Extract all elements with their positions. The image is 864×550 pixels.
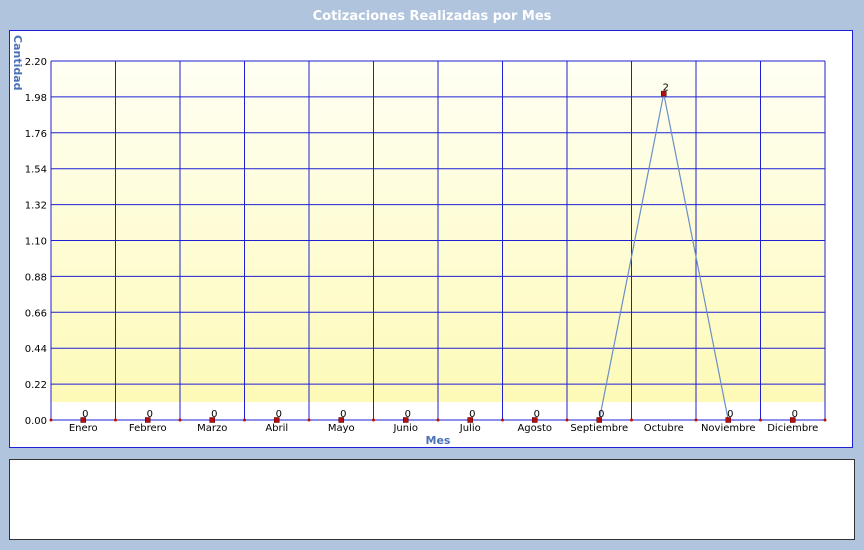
- y-tick-label: 0.22: [25, 380, 47, 391]
- y-tick-label: 1.10: [25, 237, 47, 248]
- data-label: 0: [469, 409, 475, 420]
- x-axis-tick: [307, 418, 311, 422]
- x-axis-tick: [694, 418, 698, 422]
- data-point: [274, 417, 280, 423]
- y-tick-label: 0.00: [25, 416, 47, 427]
- data-point: [467, 417, 473, 423]
- data-point: [532, 417, 538, 423]
- y-tick-label: 0.66: [25, 308, 47, 319]
- grid-lines: [49, 60, 827, 422]
- data-point: [209, 417, 215, 423]
- y-tick-label: 1.32: [25, 201, 47, 212]
- data-label: 0: [147, 409, 153, 420]
- data-point: [790, 417, 796, 423]
- x-axis-tick: [178, 418, 182, 422]
- data-point: [145, 417, 151, 423]
- series-cantidad: [80, 90, 796, 423]
- data-label: 0: [727, 409, 733, 420]
- y-tick-label: 2.20: [25, 57, 47, 68]
- data-point: [80, 417, 86, 423]
- line-chart: 0.00 0.22 0.44 0.66 0.88 1.10 1.32 1.54 1.76 1.98…: [11, 35, 827, 447]
- x-axis-tick: [49, 418, 53, 422]
- x-tick-label: Octubre: [644, 423, 684, 434]
- x-tick-label: Julio: [459, 423, 481, 434]
- data-point: [403, 417, 409, 423]
- x-axis-tick: [372, 418, 375, 422]
- x-tick-label: Enero: [69, 423, 98, 434]
- x-tick-label: Febrero: [129, 423, 167, 434]
- legend-panel: [9, 459, 855, 540]
- y-tick-label: 1.76: [25, 129, 47, 140]
- y-tick-label: 1.98: [25, 93, 47, 104]
- x-tick-label: Agosto: [517, 423, 552, 434]
- data-label: 0: [598, 409, 604, 420]
- data-label: 0: [276, 409, 282, 420]
- data-label: 2: [663, 83, 669, 94]
- data-label: 0: [405, 409, 411, 420]
- x-tick-label: Marzo: [197, 423, 227, 434]
- y-tick-label: 1.54: [25, 165, 47, 176]
- data-label: 0: [340, 409, 346, 420]
- x-axis-tick: [243, 418, 246, 422]
- y-tick-label: 0.44: [25, 344, 47, 355]
- x-axis-tick: [436, 418, 440, 422]
- data-point: [661, 90, 667, 97]
- x-axis-ticks: Enero Febrero Marzo Abril Mayo Junio Julio Agos…: [69, 423, 818, 434]
- data-label: 0: [82, 409, 88, 420]
- y-axis-title: Cantidad: [11, 35, 24, 91]
- chart-title: Cotizaciones Realizadas por Mes: [312, 9, 552, 24]
- x-axis-tick: [114, 418, 117, 422]
- data-label: 0: [211, 409, 217, 420]
- x-tick-label: Junio: [392, 423, 418, 434]
- data-point: [338, 417, 344, 423]
- x-axis-tick: [759, 418, 762, 422]
- data-point: [725, 417, 731, 423]
- x-tick-label: Noviembre: [701, 423, 756, 434]
- x-axis-tick: [565, 418, 569, 422]
- x-tick-label: Septiembre: [570, 423, 628, 434]
- x-axis-title: Mes: [426, 434, 451, 447]
- data-point: [596, 417, 602, 423]
- x-axis-tick: [630, 418, 633, 422]
- chart-panel: 0.00 0.22 0.44 0.66 0.88 1.10 1.32 1.54 1.76 1.98…: [9, 30, 853, 448]
- data-label: 0: [534, 409, 540, 420]
- x-tick-label: Mayo: [328, 423, 355, 434]
- y-tick-label: 0.88: [25, 272, 47, 283]
- y-axis-ticks: 0.00 0.22 0.44 0.66 0.88 1.10 1.32 1.54 1.76 1.98…: [25, 57, 47, 427]
- x-tick-label: Diciembre: [767, 423, 818, 434]
- data-labels: 0 0 0 0 0 0 0 0 0 2 0 0: [82, 83, 798, 420]
- x-axis-tick: [501, 418, 504, 422]
- data-label: 0: [792, 409, 798, 420]
- x-tick-label: Abril: [265, 423, 288, 434]
- x-axis-tick: [823, 418, 827, 422]
